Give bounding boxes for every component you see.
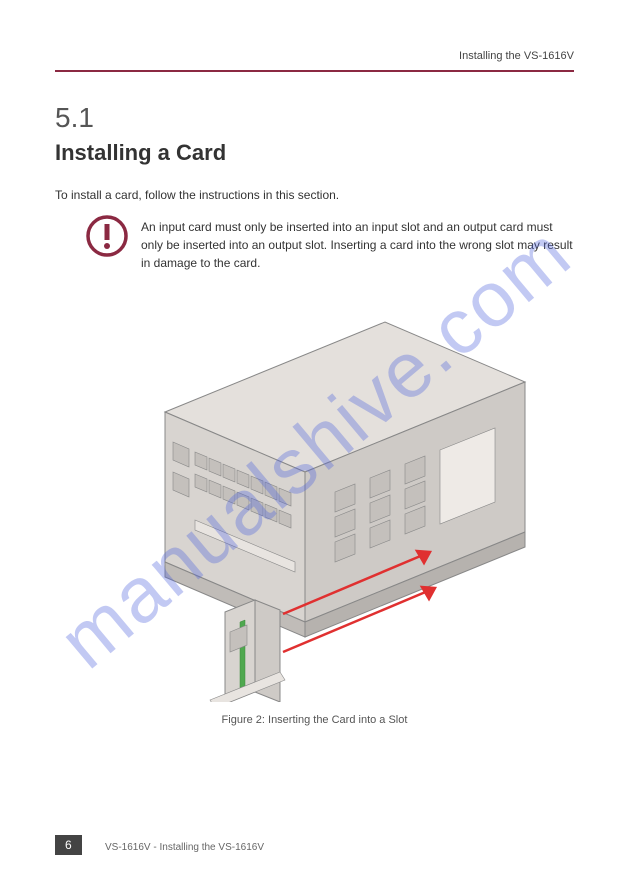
header-breadcrumb: Installing the VS-1616V <box>55 50 574 62</box>
footer-text: VS-1616V - Installing the VS-1616V <box>105 842 264 853</box>
figure-device <box>95 292 535 702</box>
figure-caption: Figure 2: Inserting the Card into a Slot <box>55 714 574 726</box>
header-rule <box>55 70 574 72</box>
intro-paragraph: To install a card, follow the instructio… <box>55 186 574 204</box>
warning-block: An input card must only be inserted into… <box>85 214 574 272</box>
page-container: Installing the VS-1616V 5.1 Installing a… <box>0 0 629 893</box>
warning-text: An input card must only be inserted into… <box>141 214 574 272</box>
page-number: 6 <box>55 835 82 855</box>
section-title: Installing a Card <box>55 140 574 166</box>
warning-icon <box>85 214 129 258</box>
section-number: 5.1 <box>55 102 574 134</box>
